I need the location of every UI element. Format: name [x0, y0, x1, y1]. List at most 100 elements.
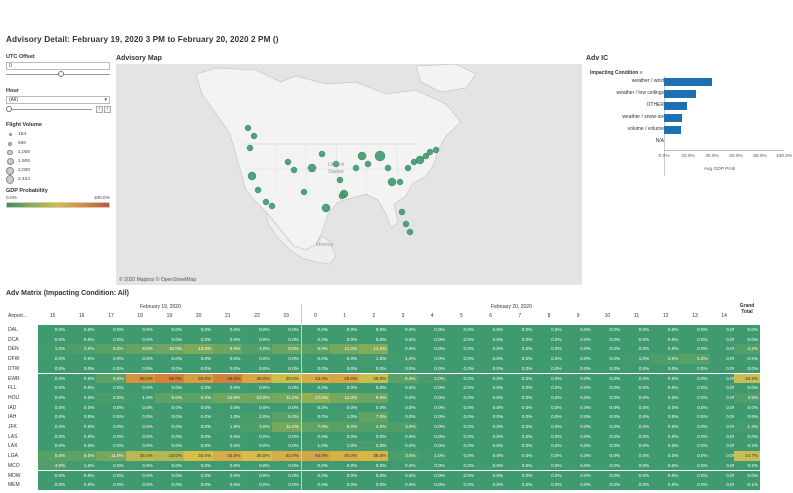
- matrix-cell[interactable]: 0.0%: [125, 412, 155, 422]
- matrix-cell[interactable]: 0.0%: [534, 441, 564, 452]
- matrix-cell[interactable]: 43.0%: [213, 451, 243, 461]
- matrix-cell[interactable]: 0.0%: [592, 441, 622, 452]
- matrix-cell[interactable]: 0.0%: [271, 431, 301, 442]
- matrix-cell[interactable]: 0.0%: [592, 363, 622, 374]
- table-row[interactable]: LGA 5.0% 6.0% 11.0% 25.0% 23.0% 34.0% 43.0% 35.0…: [6, 451, 786, 461]
- matrix-cell[interactable]: 0.0%: [359, 460, 389, 471]
- matrix-cell[interactable]: 0.0%: [184, 325, 214, 335]
- airport-marker[interactable]: [336, 176, 344, 184]
- matrix-cell[interactable]: 0.0%: [622, 480, 652, 490]
- matrix-cell[interactable]: 9.0%: [213, 344, 243, 355]
- airport-marker[interactable]: [387, 177, 397, 187]
- matrix-cell[interactable]: 0.0%: [680, 334, 710, 345]
- matrix-cell[interactable]: 0.0%: [534, 373, 564, 384]
- matrix-cell[interactable]: 0.0%: [154, 431, 184, 442]
- matrix-cell[interactable]: 2.0%: [242, 412, 272, 422]
- matrix-cell[interactable]: 0.0%: [476, 325, 506, 335]
- matrix-cell[interactable]: 0.0%: [67, 402, 97, 413]
- matrix-cell[interactable]: 6.0%: [67, 451, 97, 461]
- matrix-cell[interactable]: 0.0%: [330, 363, 360, 374]
- matrix-cell[interactable]: 0.0%: [154, 334, 184, 345]
- table-row[interactable]: DTW 0.0% 0.0% 0.0% 0.0% 0.0% 0.0% 0.0% 0.0% 0.0% 0…: [6, 363, 786, 374]
- matrix-cell[interactable]: 0.0%: [563, 363, 593, 374]
- matrix-cell[interactable]: 0.0%: [330, 402, 360, 413]
- ic-row[interactable]: OTHER: [586, 100, 790, 111]
- matrix-cell[interactable]: 0.0%: [651, 451, 681, 461]
- matrix-cell[interactable]: 0.0%: [330, 470, 360, 481]
- matrix-cell[interactable]: 3.0%: [388, 422, 418, 432]
- matrix-cell[interactable]: 0.0%: [563, 431, 593, 442]
- matrix-cell[interactable]: 0.0%: [300, 431, 330, 442]
- matrix-cell[interactable]: 1.0%: [417, 451, 447, 461]
- matrix-cell[interactable]: 0.0%: [709, 373, 739, 384]
- grand-total-cell[interactable]: 0.2%: [734, 441, 760, 452]
- matrix-cell[interactable]: 1.0%: [330, 441, 360, 452]
- matrix-cell[interactable]: 0.0%: [96, 412, 126, 422]
- slider-thumb[interactable]: [58, 71, 64, 77]
- matrix-cell[interactable]: 0.0%: [417, 363, 447, 374]
- matrix-cell[interactable]: 0.0%: [592, 383, 622, 393]
- matrix-cell[interactable]: 0.0%: [505, 431, 535, 442]
- matrix-cell[interactable]: 0.0%: [476, 392, 506, 403]
- matrix-cell[interactable]: 0.0%: [67, 470, 97, 481]
- grand-total-cell[interactable]: 18.2%: [734, 373, 760, 384]
- matrix-cell[interactable]: 0.0%: [592, 460, 622, 471]
- table-row[interactable]: DCA 0.0% 0.0% 0.0% 0.0% 0.0% 0.0% 0.0% 0.0% 0.0% 0…: [6, 334, 786, 345]
- matrix-cell[interactable]: 0.0%: [476, 373, 506, 384]
- matrix-cell[interactable]: 0.0%: [622, 363, 652, 374]
- ic-bar[interactable]: [664, 126, 681, 134]
- airport-marker[interactable]: [321, 203, 331, 213]
- matrix-cell[interactable]: 0.0%: [300, 354, 330, 364]
- airport-marker[interactable]: [384, 164, 392, 172]
- airport-marker[interactable]: [406, 228, 414, 236]
- matrix-cell[interactable]: 0.0%: [96, 441, 126, 452]
- airport-marker[interactable]: [432, 146, 440, 154]
- matrix-cell[interactable]: 0.0%: [184, 422, 214, 432]
- matrix-cell[interactable]: 0.0%: [446, 441, 476, 452]
- matrix-cell[interactable]: 5.0%: [96, 344, 126, 355]
- matrix-cell[interactable]: 11.0%: [96, 451, 126, 461]
- matrix-cell[interactable]: 0.0%: [592, 470, 622, 481]
- matrix-cell[interactable]: 0.0%: [709, 480, 739, 490]
- grand-total-cell[interactable]: 0.0%: [734, 431, 760, 442]
- airport-marker[interactable]: [332, 160, 340, 168]
- matrix-cell[interactable]: 0.0%: [446, 402, 476, 413]
- matrix-cell[interactable]: 0.0%: [446, 431, 476, 442]
- matrix-cell[interactable]: 0.0%: [680, 344, 710, 355]
- matrix-cell[interactable]: 0.0%: [505, 402, 535, 413]
- matrix-cell[interactable]: 0.0%: [592, 334, 622, 345]
- matrix-cell[interactable]: 0.0%: [125, 334, 155, 345]
- matrix-cell[interactable]: 0.0%: [417, 441, 447, 452]
- matrix-cell[interactable]: 0.0%: [505, 460, 535, 471]
- matrix-cell[interactable]: 0.0%: [38, 363, 68, 374]
- matrix-cell[interactable]: 0.0%: [67, 334, 97, 345]
- grand-total-cell[interactable]: 0.0%: [734, 325, 760, 335]
- airport-marker[interactable]: [396, 178, 404, 186]
- matrix-cell[interactable]: 11.0%: [330, 344, 360, 355]
- matrix-cell[interactable]: 0.0%: [446, 383, 476, 393]
- matrix-cell[interactable]: 1.0%: [300, 441, 330, 452]
- hour-prev-button[interactable]: ‹: [96, 105, 103, 113]
- matrix-cell[interactable]: 0.0%: [709, 470, 739, 481]
- matrix-cell[interactable]: 0.0%: [446, 354, 476, 364]
- matrix-cell[interactable]: 0.0%: [622, 334, 652, 345]
- matrix-cell[interactable]: 0.0%: [680, 480, 710, 490]
- matrix-cell[interactable]: 0.0%: [184, 334, 214, 345]
- advisory-map[interactable]: United States Mexico © 2020 Mapbox © Ope…: [116, 64, 582, 285]
- matrix-cell[interactable]: 0.0%: [476, 363, 506, 374]
- matrix-cell[interactable]: 0.0%: [38, 354, 68, 364]
- matrix-cell[interactable]: 0.0%: [651, 334, 681, 345]
- matrix-cell[interactable]: 0.0%: [622, 470, 652, 481]
- matrix-cell[interactable]: 0.0%: [388, 480, 418, 490]
- airport-marker[interactable]: [284, 158, 292, 166]
- matrix-cell[interactable]: 0.0%: [271, 363, 301, 374]
- matrix-cell[interactable]: 0.0%: [359, 470, 389, 481]
- matrix-cell[interactable]: 0.0%: [709, 334, 739, 345]
- matrix-cell[interactable]: 11.0%: [271, 422, 301, 432]
- matrix-cell[interactable]: 0.0%: [709, 412, 739, 422]
- matrix-cell[interactable]: 0.0%: [476, 431, 506, 442]
- ic-row[interactable]: volume / volume: [586, 124, 790, 135]
- matrix-cell[interactable]: 0.0%: [300, 383, 330, 393]
- matrix-cell[interactable]: 0.0%: [388, 363, 418, 374]
- matrix-cell[interactable]: 0.0%: [680, 373, 710, 384]
